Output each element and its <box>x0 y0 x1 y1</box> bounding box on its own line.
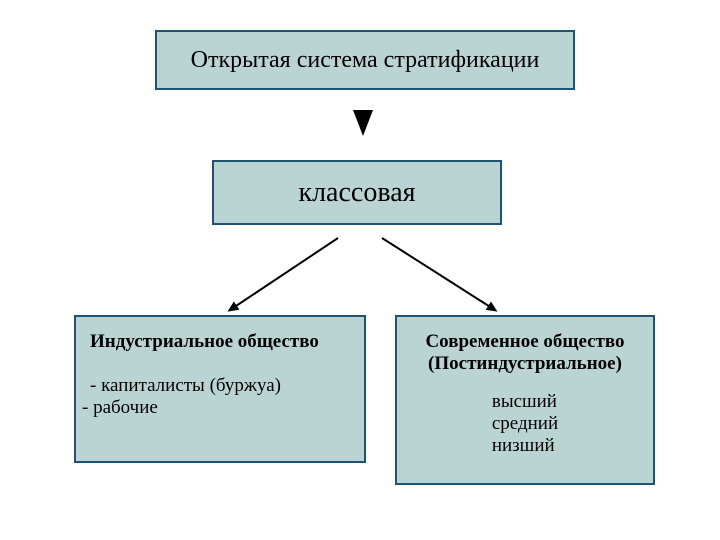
right-box-item: средний <box>492 413 558 435</box>
arrow-top-to-mid <box>353 110 373 136</box>
left-box-item: - капиталисты (буржуа) <box>90 375 352 397</box>
right-box: Современное общество (Постиндустриальное… <box>395 315 655 485</box>
mid-box: классовая <box>212 160 502 225</box>
arrow-mid-to-right <box>382 238 495 310</box>
top-box-text: Открытая система стратификации <box>191 47 540 74</box>
arrow-mid-to-left <box>230 238 338 310</box>
left-box-item: - рабочие <box>82 397 352 419</box>
right-box-item: низший <box>492 435 558 457</box>
left-box: Индустриальное общество - капиталисты (б… <box>74 315 366 463</box>
right-box-title1: Современное общество <box>407 331 643 353</box>
left-box-title: Индустриальное общество <box>90 331 352 353</box>
right-box-title2: (Постиндустриальное) <box>407 353 643 375</box>
top-box: Открытая система стратификации <box>155 30 575 90</box>
mid-box-text: классовая <box>298 177 415 209</box>
right-box-item: высший <box>492 391 558 413</box>
